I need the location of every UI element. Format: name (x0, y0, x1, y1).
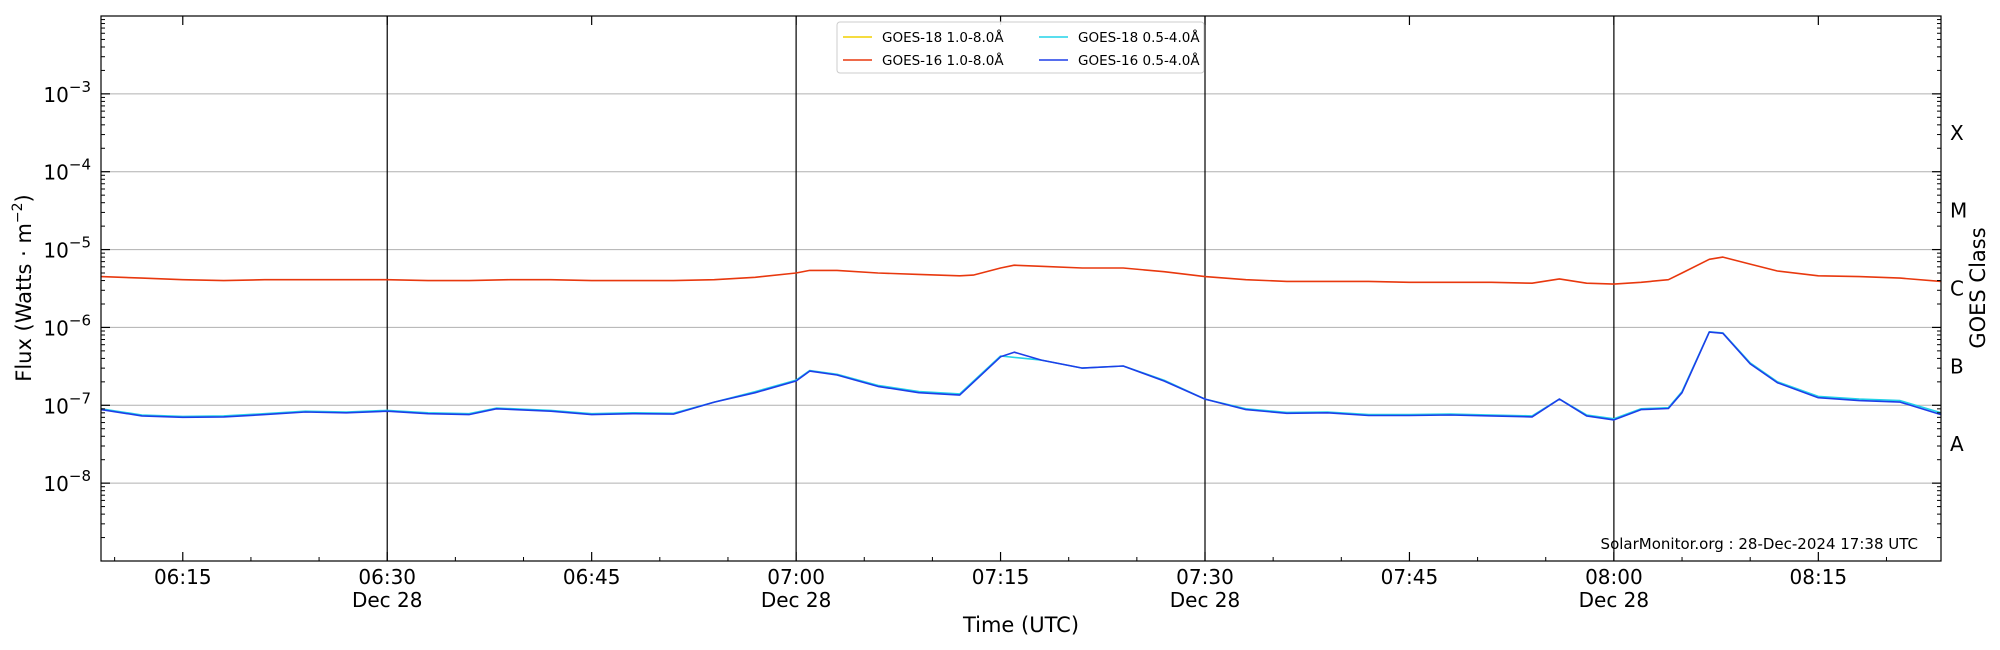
legend-label-0: GOES-18 1.0-8.0Å (882, 29, 1004, 46)
goes-class-C: C (1950, 277, 1964, 301)
vertical-time-markers (386, 16, 1615, 561)
y-axis-label: Flux (Watts · m−2) (10, 194, 36, 382)
legend-label-3: GOES-16 0.5-4.0Å (1078, 52, 1200, 69)
y-tick-label-0: 10−8 (43, 467, 91, 496)
goes-class-axis-label: GOES Class (1966, 227, 1990, 348)
series-line-2 (100, 256, 1942, 285)
x-tick-label-0: 06:15 (154, 565, 212, 589)
x-tick-label-3: 07:00 (767, 565, 825, 589)
goes-class-X: X (1950, 121, 1964, 145)
grid (101, 93, 1941, 484)
goes-class-B: B (1950, 354, 1964, 378)
goes-class-A: A (1950, 432, 1964, 456)
x-tick-label-4: 07:15 (972, 565, 1030, 589)
x-tick-label-8: 08:15 (1790, 565, 1848, 589)
legend-label-2: GOES-16 1.0-8.0Å (882, 52, 1004, 69)
series-line-3 (100, 331, 1942, 421)
legend: GOES-18 1.0-8.0Å GOES-16 1.0-8.0Å GOES-18 … (836, 21, 1205, 74)
legend-box (836, 21, 1205, 74)
x-tick-label-2: 06:45 (563, 565, 621, 589)
x-tick-label-5: 07:30 (1176, 565, 1234, 589)
axis-ticks (101, 16, 1941, 561)
x-tick-label-1: 06:30 (358, 565, 416, 589)
x-tick-label-6: 07:45 (1381, 565, 1439, 589)
y-tick-label-1: 10−7 (43, 389, 91, 418)
plot-frame (100, 15, 1942, 562)
legend-label-1: GOES-18 0.5-4.0Å (1078, 29, 1200, 46)
x-tick-label-7: 08:00 (1585, 565, 1643, 589)
y-tick-label-4: 10−4 (43, 156, 91, 185)
y-tick-label-5: 10−3 (43, 78, 91, 107)
x-tick-date-3: Dec 28 (761, 588, 832, 612)
x-tick-date-7: Dec 28 (1579, 588, 1650, 612)
series-lines (100, 256, 1942, 421)
x-tick-date-1: Dec 28 (352, 588, 423, 612)
y-tick-label-3: 10−5 (43, 234, 91, 263)
y-tick-label-2: 10−6 (43, 311, 91, 340)
x-tick-date-5: Dec 28 (1170, 588, 1241, 612)
x-axis-label: Time (UTC) (962, 613, 1079, 637)
goes-class-M: M (1950, 199, 1967, 223)
watermark-text: SolarMonitor.org : 28-Dec-2024 17:38 UTC (1601, 535, 1918, 553)
